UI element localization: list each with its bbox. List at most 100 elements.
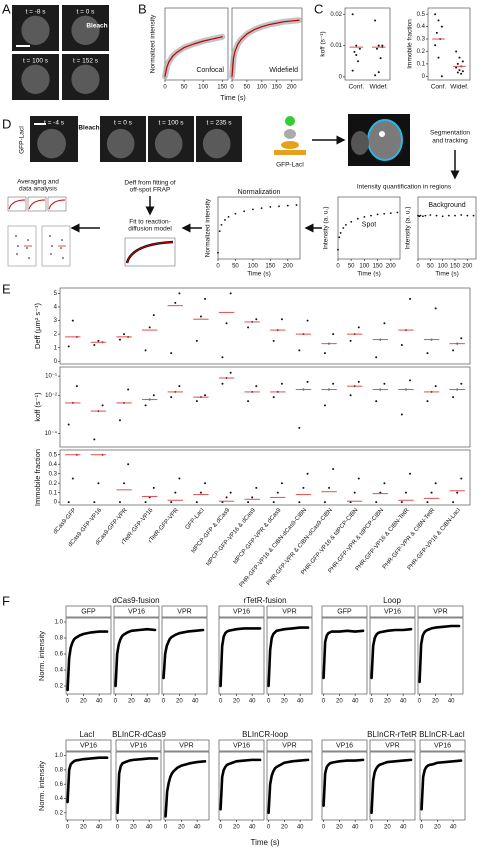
- panel-title: VPR: [177, 608, 191, 615]
- data-point: [381, 44, 384, 47]
- x-tick-label: 40: [297, 825, 304, 831]
- y-tick-label: 0.2: [55, 810, 64, 816]
- strip-header: [417, 605, 464, 618]
- strip-header: [266, 739, 313, 752]
- data-point: [461, 60, 464, 63]
- time-label: t = 0 s: [114, 120, 133, 127]
- series-line: [231, 19, 300, 77]
- data-point: [101, 404, 104, 407]
- data-point: [376, 213, 379, 216]
- y-tick-label: 0: [339, 74, 343, 80]
- data-point: [217, 251, 219, 254]
- data-point: [466, 214, 469, 217]
- thumbnail-dot: [16, 253, 18, 255]
- y-tick-label: 1: [54, 345, 58, 351]
- group-title: Loop: [383, 596, 401, 605]
- y-tick-label: 0.4: [55, 796, 64, 802]
- data-point: [306, 380, 309, 383]
- data-point: [370, 214, 372, 217]
- x-tick-label: 20: [233, 699, 240, 705]
- data-point: [243, 210, 246, 213]
- x-tick-label: 20: [130, 825, 137, 831]
- data-point: [328, 486, 331, 489]
- category-label: PHR-GFP-VP16 & CIBN-TetR: [355, 507, 411, 572]
- data-point: [221, 382, 224, 385]
- nucleus: [71, 15, 100, 46]
- data-point: [220, 224, 223, 226]
- data-point: [123, 482, 126, 485]
- data-point: [71, 319, 74, 322]
- plot-frame: [218, 751, 265, 821]
- x-tick-label: 150: [373, 264, 384, 270]
- data-point: [272, 339, 275, 342]
- data-point: [251, 208, 254, 211]
- y-tick-label: 0.02: [330, 12, 342, 18]
- data-point: [276, 491, 279, 494]
- x-tick-label: 40: [352, 699, 359, 705]
- data-point: [269, 206, 272, 208]
- series-line: [114, 627, 157, 688]
- data-point: [460, 72, 463, 75]
- data-point: [298, 501, 301, 504]
- y-tick-label: 0.8: [55, 767, 64, 773]
- strip-header: [369, 605, 416, 618]
- data-point: [424, 214, 427, 217]
- data-point: [435, 214, 438, 217]
- y-tick-label: 1.0: [55, 620, 64, 626]
- data-point: [67, 423, 70, 426]
- thumbnail-dot: [26, 247, 28, 249]
- thumbnail-dot: [62, 257, 64, 259]
- x-tick-label: 150: [272, 85, 283, 91]
- time-label: t = 152 s: [73, 58, 99, 65]
- data-point: [127, 463, 130, 466]
- y-tick-label: 0: [422, 74, 426, 80]
- y-axis-label: Immobile fraction: [33, 449, 42, 506]
- x-tick-label: 200: [287, 85, 298, 91]
- plot-frame: [59, 287, 471, 365]
- data-point: [93, 438, 96, 441]
- strip-header: [65, 739, 112, 752]
- strip-header: [218, 605, 265, 618]
- x-tick-label: 40: [297, 699, 304, 705]
- data-point: [452, 501, 455, 504]
- panel-title: Confocal: [196, 67, 224, 74]
- data-point: [195, 501, 198, 504]
- data-point: [351, 69, 354, 72]
- data-point: [377, 71, 380, 74]
- series-line: [322, 629, 365, 680]
- thumbnail-dot: [17, 245, 19, 247]
- y-tick-label: 0.6: [55, 652, 64, 658]
- x-tick-label: 0: [216, 264, 220, 270]
- x-axis-label: Time (s): [250, 838, 279, 847]
- data-point: [455, 66, 458, 69]
- x-axis-label: Time (s): [435, 271, 459, 278]
- panel-title: VPR: [433, 608, 447, 615]
- y-axis-label: koff (s⁻¹): [320, 31, 327, 56]
- data-point: [435, 31, 438, 34]
- data-point: [437, 56, 440, 59]
- time-label: t = 100 s: [158, 120, 184, 127]
- data-point: [357, 380, 360, 383]
- category-label: Conf.: [431, 84, 447, 91]
- data-point: [379, 57, 382, 60]
- x-tick-label: 40: [192, 699, 199, 705]
- series-line: [267, 758, 310, 815]
- y-tick-label: 1.0: [55, 753, 64, 759]
- data-point: [426, 501, 429, 504]
- x-tick-label: 20: [384, 825, 391, 831]
- data-point: [389, 212, 392, 215]
- group-title: dCas9-fusion: [112, 596, 159, 605]
- data-point: [148, 326, 151, 329]
- x-tick-label: 20: [281, 825, 288, 831]
- y-tick-label: 0.1: [49, 490, 58, 496]
- data-point: [152, 394, 155, 397]
- panel-title: Normalization: [238, 189, 281, 196]
- gfp: [285, 116, 295, 126]
- data-point: [375, 356, 378, 359]
- thumbnail-dot: [51, 245, 53, 247]
- y-axis-label: Normalized intensity: [150, 14, 157, 73]
- strip-header: [161, 605, 208, 618]
- data-point: [229, 292, 232, 295]
- y-tick-label: 0.6: [55, 782, 64, 788]
